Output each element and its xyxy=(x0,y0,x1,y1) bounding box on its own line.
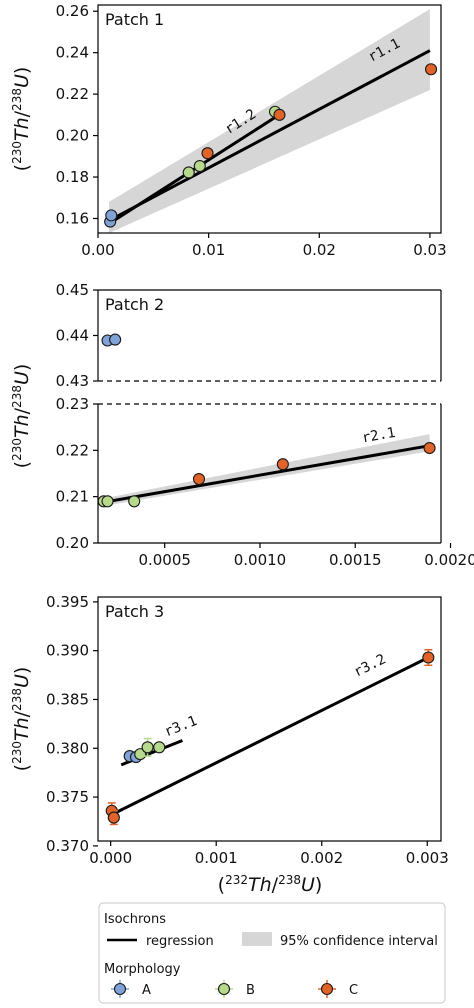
patch-3-x-tick-label: 0.000 xyxy=(89,849,132,867)
patch-1-x-tick-label: 0.00 xyxy=(81,241,114,259)
patch-3-annotations: r3.1 r3.2 xyxy=(162,651,388,740)
patch-1-title: Patch 1 xyxy=(105,10,164,29)
patch-2-lower-y-tick-label: 0.23 xyxy=(56,395,89,413)
patch-3-point-B xyxy=(134,748,147,761)
patch-1-y-tick-label: 0.20 xyxy=(56,127,89,145)
patch-2-upper-y-tick-label: 0.44 xyxy=(56,327,89,345)
legend-label-B: B xyxy=(246,983,255,998)
patch-1-point-B xyxy=(182,166,195,179)
legend-isochrons-title: Isochrons xyxy=(104,912,166,927)
patch-3-x-tick-label: 0.003 xyxy=(406,849,449,867)
patch-2-upper-point-A xyxy=(109,333,122,346)
legend-ci-swatch xyxy=(242,932,272,946)
patch-3-panel: 0.000 0.001 0.002 0.003 0.370 0.375 0.380 0.38… xyxy=(46,593,449,867)
patch-3-y-ticks: 0.370 0.375 0.380 0.385 0.390 0.395 xyxy=(46,593,98,855)
patch-1-y-tick-label: 0.24 xyxy=(56,44,89,62)
legend-ci-label: 95% confidence interval xyxy=(280,934,438,949)
patch-2-lower-point-C xyxy=(423,441,436,455)
patch-2-lower-point-C xyxy=(192,473,206,486)
patch-1-point-B xyxy=(193,160,206,173)
patch-3-regression-r3.2 xyxy=(111,656,430,816)
patch-1-y-ticks: 0.16 0.18 0.20 0.22 0.24 0.26 xyxy=(56,2,98,227)
patch-3-regression-lines xyxy=(111,656,430,816)
patch-1-y-tick-label: 0.18 xyxy=(56,168,89,186)
patch-3-points xyxy=(105,648,435,826)
patch-2-lower-point-C xyxy=(276,458,289,471)
patch-2-lower-point-B xyxy=(128,495,141,508)
patch-2-annotations: r2.1 xyxy=(361,425,397,447)
patch-2-y-axis-label: (230Th/238U) xyxy=(10,364,33,469)
patch-1-panel: 0.00 0.01 0.02 0.03 0.16 0.18 0.20 0.22 0.24 0.2… xyxy=(56,2,447,259)
patch-2-upper-y-tick-label: 0.43 xyxy=(56,372,89,390)
patch-2-x-tick-label: 0.0020 xyxy=(424,551,474,569)
patch-1-x-ticks: 0.00 0.01 0.02 0.03 xyxy=(81,233,447,259)
patch-2-points xyxy=(97,333,436,508)
legend-morphology-items: A B C xyxy=(111,980,358,998)
patch-1-x-tick-label: 0.02 xyxy=(303,241,336,259)
patch-3-y-tick-label: 0.385 xyxy=(46,690,89,708)
legend-marker-C xyxy=(320,982,334,996)
patch-1-frame xyxy=(97,4,442,234)
patch-3-y-tick-label: 0.390 xyxy=(46,642,89,660)
patch-2-y-ticks: 0.43 0.44 0.45 0.20 0.21 0.22 0.23 xyxy=(56,281,98,552)
patch-2-lower-y-tick-label: 0.21 xyxy=(56,488,89,506)
legend-marker-A xyxy=(113,982,127,996)
patch-1-x-tick-label: 0.03 xyxy=(413,241,446,259)
patch-3-y-tick-label: 0.375 xyxy=(46,788,89,806)
legend-morphology-title: Morphology xyxy=(104,962,181,977)
legend-box xyxy=(98,902,446,1004)
patch-3-y-tick-label: 0.370 xyxy=(46,837,89,855)
patch-1-point-C xyxy=(424,63,438,76)
patch-2-x-ticks: 0.0005 0.0010 0.0015 0.0020 xyxy=(138,543,474,569)
patch-2-x-tick-label: 0.0015 xyxy=(329,551,382,569)
patch-3-point-C xyxy=(422,651,435,664)
patch-1-points xyxy=(104,63,438,228)
patch-2-title: Patch 2 xyxy=(105,295,164,314)
legend: Isochrons regression 95% confidence inte… xyxy=(98,902,446,1004)
patch-2-x-tick-label: 0.0005 xyxy=(138,551,191,569)
patch-1-point-A xyxy=(105,209,118,222)
patch-1-y-axis-label: (230Th/238U) xyxy=(10,67,33,172)
patch-1-y-tick-label: 0.22 xyxy=(56,85,89,103)
legend-label-A: A xyxy=(142,983,151,998)
patch-2-regression-lines xyxy=(103,444,430,504)
patch-3-point-C xyxy=(107,811,120,824)
patch-1-x-tick-label: 0.01 xyxy=(192,241,225,259)
patch-1-y-tick-label: 0.26 xyxy=(56,2,89,20)
legend-regression-label: regression xyxy=(146,934,214,949)
patch-1-regression-r1.1 xyxy=(108,49,431,222)
patch-3-x-ticks: 0.000 0.001 0.002 0.003 xyxy=(89,841,449,867)
patch-2-label-r2.1: r2.1 xyxy=(361,425,397,447)
patch-3-y-axis-label: (230Th/238U) xyxy=(10,667,33,772)
patch-3-x-tick-label: 0.001 xyxy=(195,849,238,867)
patch-1-point-C xyxy=(201,147,214,160)
patch-1-point-C xyxy=(273,108,286,121)
legend-marker-B xyxy=(217,982,231,996)
patch-2-x-tick-label: 0.0010 xyxy=(234,551,287,569)
x-axis-label: (232Th/238U) xyxy=(218,873,323,896)
patch-2-lower-y-tick-label: 0.20 xyxy=(56,534,89,552)
patch-3-label-r3.1: r3.1 xyxy=(162,713,199,740)
patch-1-y-tick-label: 0.16 xyxy=(56,209,89,227)
patch-3-title: Patch 3 xyxy=(105,602,164,621)
patch-3-x-tick-label: 0.002 xyxy=(300,849,343,867)
patch-3-frame xyxy=(97,596,442,842)
patch-2-panel: 0.0005 0.0010 0.0015 0.0020 0.43 0.44 0.45 0.2… xyxy=(56,281,474,569)
patch-2-upper-y-tick-label: 0.45 xyxy=(56,281,89,299)
patch-2-regression-r2.1 xyxy=(103,444,430,504)
patch-3-y-tick-label: 0.380 xyxy=(46,739,89,757)
patch-3-label-r3.2: r3.2 xyxy=(351,651,388,680)
legend-label-C: C xyxy=(349,983,358,998)
patch-3-point-B xyxy=(153,741,166,754)
patch-3-y-tick-label: 0.395 xyxy=(46,593,89,611)
patch-2-lower-point-B xyxy=(101,495,114,508)
patch-3-point-B xyxy=(141,741,154,754)
patch-2-lower-y-tick-label: 0.22 xyxy=(56,441,89,459)
